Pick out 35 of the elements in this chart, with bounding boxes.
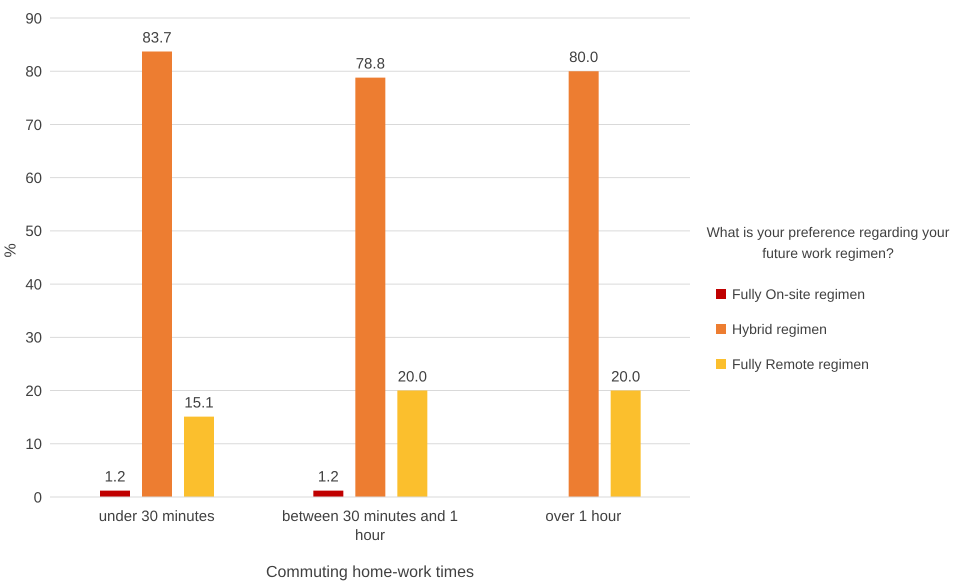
data-label: 83.7 [142,30,172,47]
bar [313,490,344,497]
data-label: 80.0 [569,49,598,66]
bar [184,416,214,497]
y-tick-label: 20 [25,382,42,400]
x-tick-label: over 1 hour [545,508,622,525]
data-label: 78.8 [356,56,385,73]
data-label: 1.2 [318,468,339,486]
y-tick-label: 80 [25,64,42,81]
x-axis-title: Commuting home-work times [266,564,474,581]
y-tick-label: 0 [34,489,42,506]
legend-label: Fully On-site regimen [732,286,866,302]
y-axis-title: % [2,243,20,258]
y-tick-label: 40 [25,276,42,294]
y-tick-label: 30 [25,330,42,347]
x-tick-label: between 30 minutes and 1 hour [282,508,458,544]
y-tick-label: 10 [25,436,42,454]
legend-title: What is your preference regarding your future work regimen? [706,223,950,263]
data-label: 20.0 [398,368,427,386]
bar [142,52,172,497]
bar [610,390,641,497]
bar [568,71,599,497]
y-tick-label: 60 [25,170,42,187]
y-tick-label: 90 [25,10,42,28]
x-tick-label: under 30 minutes [98,508,215,525]
data-label: 15.1 [184,394,214,412]
data-label: 20.0 [611,368,640,386]
bar [397,390,428,497]
data-label: 1.2 [104,468,126,486]
y-tick-label: 50 [25,223,42,240]
legend-label: Hybrid regimen [732,320,827,336]
legend-label: Fully Remote regimen [732,356,869,372]
bar [100,490,130,497]
bar [355,78,386,497]
y-tick-label: 70 [25,116,42,134]
